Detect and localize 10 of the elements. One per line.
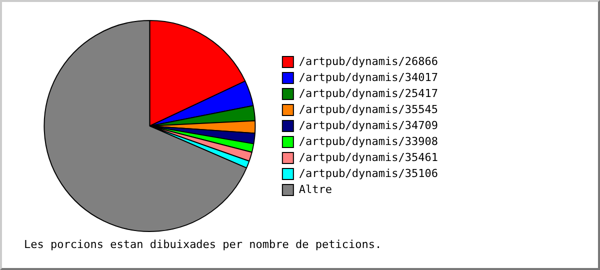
legend-label: /artpub/dynamis/35461 [298,150,438,164]
legend-label: /artpub/dynamis/35106 [298,166,438,180]
legend-label: /artpub/dynamis/33908 [298,134,438,148]
legend-label: Altre [298,182,332,196]
legend-label: /artpub/dynamis/34017 [298,70,438,84]
legend-label: /artpub/dynamis/26866 [298,54,438,68]
legend-label: /artpub/dynamis/34709 [298,118,438,132]
legend-label: /artpub/dynamis/35545 [298,102,438,116]
legend-label: /artpub/dynamis/25417 [298,86,438,100]
text: Les porcions estan dibuixades per nombre de peticions. [24,238,382,251]
